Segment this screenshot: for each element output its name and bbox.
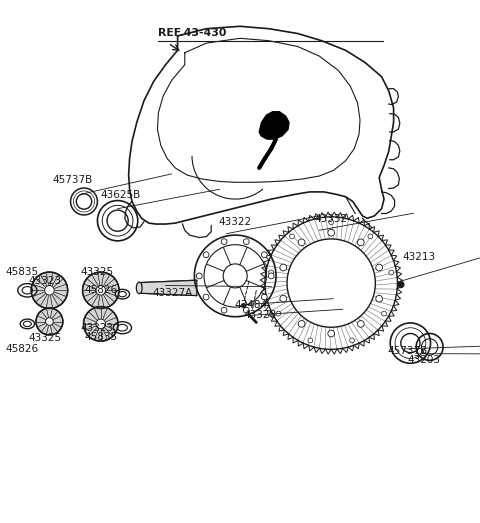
Circle shape xyxy=(221,307,227,313)
Circle shape xyxy=(31,272,68,309)
Circle shape xyxy=(45,286,54,295)
Circle shape xyxy=(308,338,313,343)
Circle shape xyxy=(243,239,249,245)
Circle shape xyxy=(328,230,335,236)
Text: 45737B: 45737B xyxy=(388,346,428,356)
Circle shape xyxy=(280,264,287,271)
Circle shape xyxy=(289,234,294,239)
Text: 43484: 43484 xyxy=(234,300,267,310)
Circle shape xyxy=(203,252,209,258)
Text: 43327A: 43327A xyxy=(153,288,193,298)
Text: 43213: 43213 xyxy=(402,253,435,263)
Circle shape xyxy=(298,239,305,246)
Circle shape xyxy=(389,270,394,275)
Circle shape xyxy=(349,338,354,343)
Circle shape xyxy=(83,272,119,309)
Text: 43203: 43203 xyxy=(407,355,440,365)
Circle shape xyxy=(262,294,267,300)
Text: REF.43-430: REF.43-430 xyxy=(158,28,227,38)
Text: 43322: 43322 xyxy=(218,217,252,227)
Circle shape xyxy=(397,281,404,288)
Text: 43328: 43328 xyxy=(244,310,277,320)
Text: 43625B: 43625B xyxy=(101,190,141,200)
Circle shape xyxy=(221,239,227,245)
Circle shape xyxy=(243,307,249,313)
Circle shape xyxy=(298,321,305,327)
Circle shape xyxy=(329,220,334,224)
Circle shape xyxy=(269,270,274,275)
Circle shape xyxy=(46,317,53,325)
Text: 43323: 43323 xyxy=(29,277,62,287)
Text: 45826: 45826 xyxy=(6,344,39,354)
Circle shape xyxy=(358,239,364,246)
Circle shape xyxy=(96,319,106,328)
Circle shape xyxy=(268,273,274,279)
Text: 43332: 43332 xyxy=(314,214,348,224)
Text: 45826: 45826 xyxy=(84,285,117,295)
Polygon shape xyxy=(259,112,289,139)
Circle shape xyxy=(262,252,267,258)
Circle shape xyxy=(84,306,118,341)
Circle shape xyxy=(203,294,209,300)
Circle shape xyxy=(328,330,335,337)
Circle shape xyxy=(96,286,106,295)
Circle shape xyxy=(280,295,287,302)
Text: 43323: 43323 xyxy=(81,323,114,333)
Text: 43325: 43325 xyxy=(29,333,62,343)
Text: 45737B: 45737B xyxy=(53,175,93,185)
Circle shape xyxy=(196,273,202,279)
Circle shape xyxy=(376,264,383,271)
Circle shape xyxy=(376,295,383,302)
Circle shape xyxy=(368,234,373,239)
Ellipse shape xyxy=(136,282,142,294)
Circle shape xyxy=(358,321,364,327)
Text: 43325: 43325 xyxy=(81,267,114,277)
Circle shape xyxy=(36,308,63,335)
Polygon shape xyxy=(139,280,197,295)
Text: 45835: 45835 xyxy=(84,332,117,342)
Text: 45835: 45835 xyxy=(6,267,39,277)
Circle shape xyxy=(276,311,281,316)
Circle shape xyxy=(382,311,386,316)
